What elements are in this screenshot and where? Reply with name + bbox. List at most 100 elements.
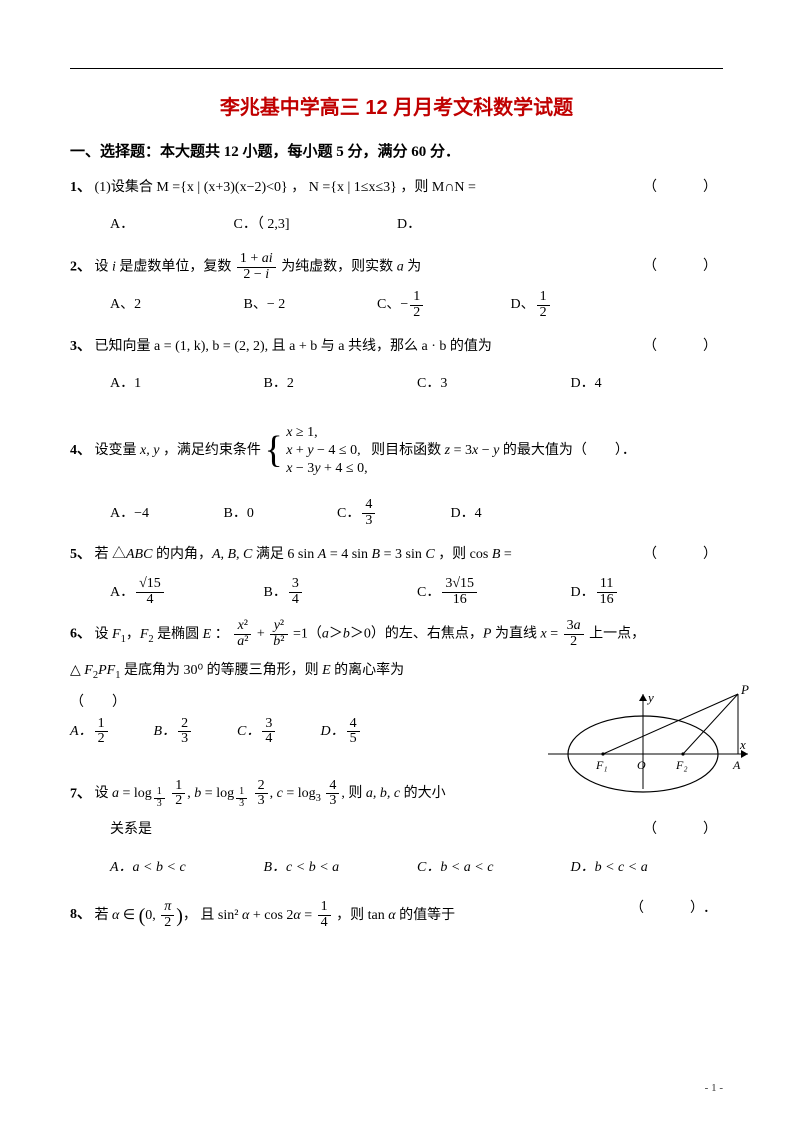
q2-text1: 设 <box>95 259 113 274</box>
q4-C-d: 3 <box>362 514 375 529</box>
q7-a3n: 4 <box>326 779 339 795</box>
q4-c3: x − 3y + 4 ≤ 0, <box>286 460 367 478</box>
point-F1 <box>601 752 604 755</box>
q7-text: 设 a = log13 12, b = log13 23, c = log3 4… <box>95 786 446 801</box>
q6-frac2: y²b² <box>270 619 287 649</box>
q5-options: A．√154 B．34 C．3√1516 D．1116 <box>110 576 723 610</box>
exam-title: 李兆基中学高三 12 月月考文科数学试题 <box>70 91 723 120</box>
q4-C-n: 4 <box>362 498 375 514</box>
question-6-line2: △ F2PF1 是底角为 30⁰ 的等腰三角形，则 E 的离心率为 <box>70 656 723 685</box>
q6-A-d: 2 <box>95 732 108 747</box>
q5-paren: （ ） <box>643 540 723 569</box>
q6-opt-A: A．12 <box>70 715 150 749</box>
question-5: 5、 若 △ABC 的内角，A, B, C 满足 6 sin A = 4 sin… <box>70 540 723 569</box>
q4-opt-C-label: C． <box>337 497 360 531</box>
q6-xn: 3a <box>564 619 584 635</box>
q4-text2: 则目标函数 z = 3x − y 的最大值为（ ）． <box>371 443 636 458</box>
q8-pi-n: π <box>161 900 174 916</box>
brace-icon: { <box>264 429 282 471</box>
q5-C-lab: C． <box>417 576 440 610</box>
q2-opt-D: D、12 <box>511 288 611 322</box>
q6-C-n: 3 <box>262 717 275 733</box>
q2-number: 2、 <box>70 259 91 274</box>
q7-a2n: 2 <box>255 779 268 795</box>
q5-A-d: 4 <box>136 593 164 608</box>
q1-number: 1、 <box>70 180 91 195</box>
q5-number: 5、 <box>70 547 91 562</box>
q6-frac1: x²a² <box>234 619 251 649</box>
q1-opt-D: D． <box>397 208 477 242</box>
q8-number: 8、 <box>70 908 91 923</box>
q2-options: A、2 B、− 2 C、−12 D、12 <box>110 288 723 322</box>
q3-opt-C: C．3 <box>417 367 567 401</box>
q6-C-lab: C． <box>237 715 260 749</box>
q2-opt-D-d: 2 <box>537 306 550 321</box>
q7-a3d: 3 <box>326 794 339 809</box>
line-F1P <box>603 694 738 754</box>
q1-paren: （ ） <box>643 173 723 202</box>
q2-paren: （ ） <box>643 252 723 281</box>
page-footer: - 1 - <box>0 1082 793 1094</box>
q5-opt-D: D．1116 <box>571 576 671 610</box>
q6-A-n: 1 <box>95 717 108 733</box>
q6-f2d: b² <box>270 635 287 650</box>
q7-b2d: 3 <box>236 799 247 810</box>
q7-opt-D: D．b < c < a <box>571 851 691 885</box>
q5-D-n: 11 <box>597 577 617 593</box>
q6-D-lab: D． <box>321 715 345 749</box>
q1-text-suffix: ，则 M∩N = <box>400 180 476 195</box>
q6-text1: 设 F1，F2 是椭圆 E ： <box>95 627 229 642</box>
title-part1: 李兆基中学高三 <box>220 97 366 119</box>
q6-B-lab: B． <box>154 715 177 749</box>
q2-opt-C-label: C、 <box>377 288 400 322</box>
question-7: 7、 设 a = log13 12, b = log13 23, c = log… <box>70 779 723 810</box>
q8-text: 若 α ∈ (0, π2)， 且 sin² α + cos 2α = 14 ，则… <box>95 908 456 923</box>
q2-text2: 是虚数单位，复数 <box>119 259 235 274</box>
q5-text: 若 △ABC 的内角，A, B, C 满足 6 sin A = 4 sin B … <box>95 547 512 562</box>
q1-options: A． C．（ 2,3] D． <box>110 208 723 242</box>
q2-frac-den: 2 − i <box>237 268 276 283</box>
q5-B-n: 3 <box>289 577 302 593</box>
q6-A-lab: A． <box>70 715 93 749</box>
q7-text5: 关系是 <box>110 822 152 837</box>
q8-rd: 4 <box>318 916 331 931</box>
q6-opt-D: D．45 <box>321 715 401 749</box>
q6-text2: △ F2PF1 是底角为 30⁰ 的等腰三角形，则 E 的离心率为 <box>70 663 404 678</box>
q7-a2d: 3 <box>255 794 268 809</box>
q6-xd: 2 <box>564 635 584 650</box>
label-F1: F₁ <box>595 758 608 772</box>
q3-number: 3、 <box>70 339 91 354</box>
q6-B-n: 2 <box>178 717 191 733</box>
label-A: A <box>732 758 741 772</box>
q6-opt-C: C．34 <box>237 715 317 749</box>
q5-D-d: 16 <box>597 593 617 608</box>
point-F2 <box>681 752 684 755</box>
q7-opt-A: A．a < b < c <box>110 851 260 885</box>
q6-plus: + <box>257 627 268 642</box>
label-F2: F₂ <box>675 758 688 772</box>
question-1: 1、 (1)设集合 M ={x | (x+3)(x−2)<0} ， N ={x … <box>70 173 723 202</box>
q3-opt-D: D．4 <box>571 367 671 401</box>
q1-text-prefix: (1)设集合 <box>95 180 157 195</box>
q5-A-lab: A． <box>110 576 134 610</box>
q3-opt-B: B．2 <box>264 367 414 401</box>
q8-paren: （ ）． <box>630 894 723 923</box>
q3-paren: （ ） <box>643 332 723 361</box>
q8-pi-d: 2 <box>161 916 174 931</box>
q4-opt-D: D．4 <box>451 497 551 531</box>
question-6: 6、 设 F1，F2 是椭圆 E ： x²a² + y²b² =1（a＞b＞0）… <box>70 619 723 649</box>
q2-opt-C-d: 2 <box>410 306 423 321</box>
q2-text3: 为纯虚数，则实数 <box>281 259 397 274</box>
title-part2: 12 月月考文科数学试题 <box>365 97 573 119</box>
q4-opt-A: A．−4 <box>110 497 220 531</box>
q2-a: a <box>397 259 404 274</box>
q7-number: 7、 <box>70 786 91 801</box>
q7-b1d: 3 <box>154 799 165 810</box>
q6-C-d: 4 <box>262 732 275 747</box>
q7-opt-C: C．b < a < c <box>417 851 567 885</box>
question-2: 2、 设 i 是虚数单位，复数 1 + ai 2 − i 为纯虚数，则实数 a … <box>70 252 723 282</box>
q2-fraction: 1 + ai 2 − i <box>237 252 276 282</box>
q4-c1: x ≥ 1, <box>286 424 367 442</box>
top-rule <box>70 68 723 69</box>
q7-a1d: 2 <box>172 794 185 809</box>
